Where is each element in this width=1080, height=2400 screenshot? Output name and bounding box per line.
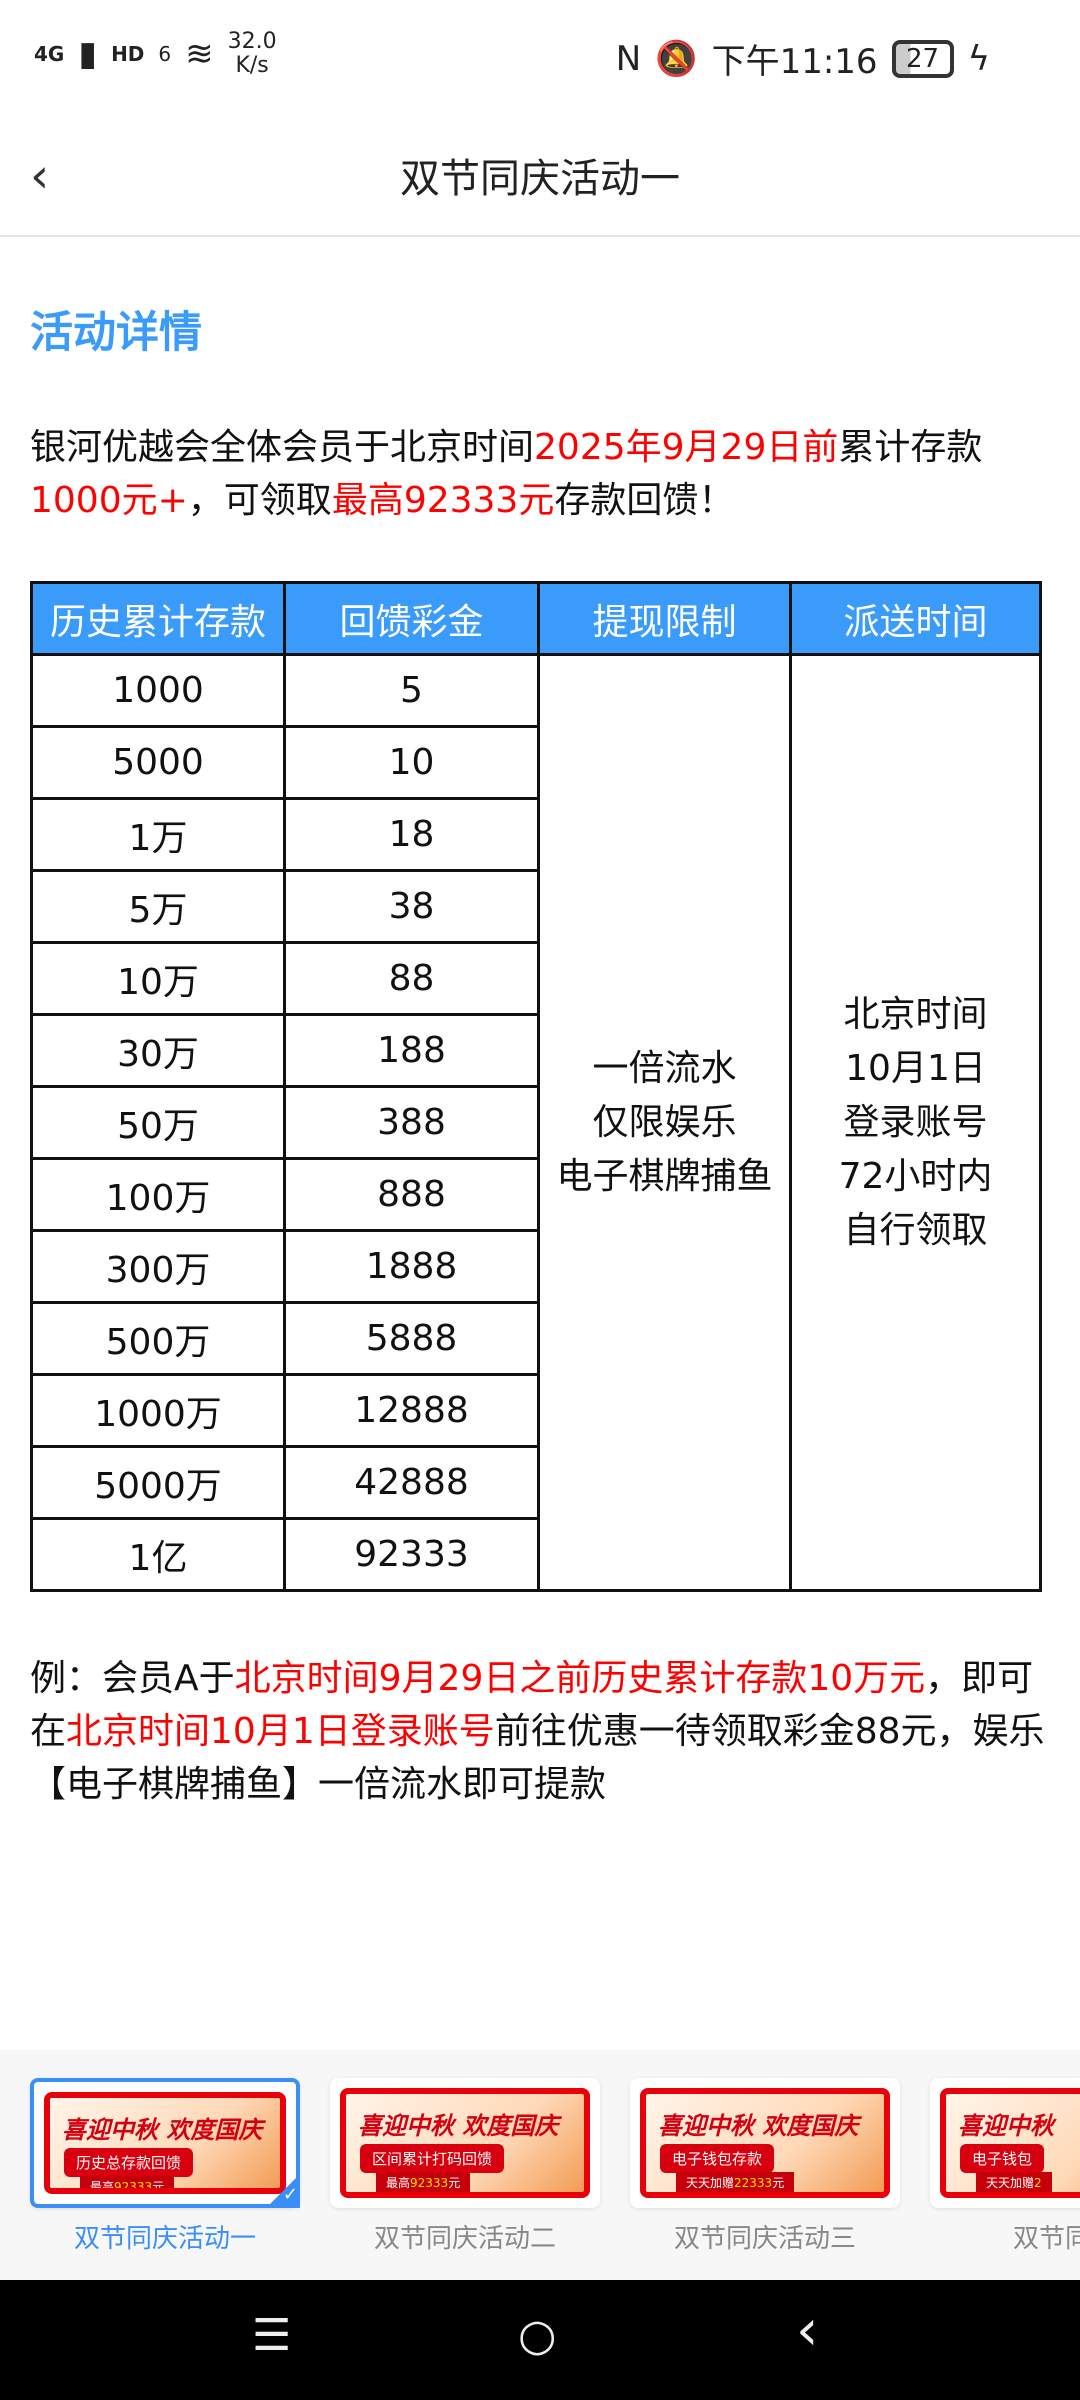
tab-card[interactable]: 喜迎中秋 欢度国庆 历史总存款回馈 最高92333元 ✓ bbox=[30, 2078, 300, 2208]
header: ‹ 双节同庆活动一 bbox=[0, 110, 1080, 237]
bonus-cell: 88 bbox=[283, 941, 540, 1016]
table-row: 1万 18 bbox=[30, 797, 1041, 872]
table-row: 5000 10 bbox=[30, 725, 1041, 800]
tab-label[interactable]: 双节同庆 bbox=[1012, 2224, 1080, 2254]
table-row: 50万 388 bbox=[30, 1085, 1041, 1160]
activity-banner: 喜迎中秋 欢度国庆 电子钱包存款 天天加赠22333元 bbox=[640, 2088, 890, 2198]
bonus-cell: 1888 bbox=[283, 1229, 540, 1304]
bonus-cell: 5 bbox=[283, 653, 540, 728]
bonus-cell: 92333 bbox=[283, 1517, 540, 1592]
activity-banner: 喜迎中秋 欢度国庆 区间累计打码回馈 最高92333元 bbox=[340, 2088, 590, 2198]
deposit-cell: 1万 bbox=[30, 797, 286, 872]
tab-label[interactable]: 双节同庆活动一 bbox=[73, 2224, 256, 2254]
tab-label[interactable]: 双节同庆活动二 bbox=[373, 2224, 556, 2254]
battery-icon: 27 bbox=[891, 39, 954, 78]
deposit-cell: 10万 bbox=[30, 941, 286, 1016]
activity-tabs[interactable]: 喜迎中秋 欢度国庆 历史总存款回馈 最高92333元 ✓ 双节同庆活动一 喜迎中秋 欢度国… bbox=[0, 2050, 1080, 2280]
bonus-cell: 188 bbox=[283, 1013, 540, 1088]
bonus-cell: 18 bbox=[283, 797, 540, 872]
deposit-cell: 5万 bbox=[30, 869, 286, 944]
wifi-icon: 6 bbox=[158, 42, 172, 66]
menu-icon[interactable]: ☰ bbox=[252, 2310, 292, 2361]
tab-card[interactable]: 喜迎中秋 欢度国庆 电子钱包存款 天天加赠22333元 bbox=[630, 2078, 900, 2208]
table-row: 100万 888 bbox=[30, 1157, 1041, 1232]
table-header: 派送时间 bbox=[789, 581, 1042, 656]
bonus-cell: 12888 bbox=[283, 1373, 540, 1448]
deposit-cell: 1亿 bbox=[30, 1517, 286, 1592]
tab-card[interactable]: 喜迎中秋 欢度国庆 区间累计打码回馈 最高92333元 bbox=[330, 2078, 600, 2208]
nfc-icon: N bbox=[615, 38, 642, 79]
tab-label[interactable]: 双节同庆活动三 bbox=[673, 2224, 856, 2254]
deposit-cell: 1000万 bbox=[30, 1373, 286, 1448]
bonus-cell: 5888 bbox=[283, 1301, 540, 1376]
bonus-cell: 38 bbox=[283, 869, 540, 944]
tab-card[interactable]: 喜迎中秋 电子钱包 天天加赠2 bbox=[930, 2078, 1080, 2208]
table-row: 500万 5888 bbox=[30, 1301, 1041, 1376]
activity-banner: 喜迎中秋 电子钱包 天天加赠2 bbox=[940, 2088, 1080, 2198]
activity-banner: 喜迎中秋 欢度国庆 历史总存款回馈 最高92333元 bbox=[44, 2092, 286, 2194]
status-bar: 4G ▮ HD 6 ≋ 32.0 K/s N 🔕 下午11:16 27 ϟ bbox=[0, 0, 1080, 110]
home-icon[interactable]: ○ bbox=[518, 2310, 557, 2361]
deposit-cell: 5000万 bbox=[30, 1445, 286, 1520]
bonus-cell: 10 bbox=[283, 725, 540, 800]
bonus-cell: 388 bbox=[283, 1085, 540, 1160]
table-header: 提现限制 bbox=[537, 581, 792, 656]
table-header: 回馈彩金 bbox=[283, 581, 540, 656]
mute-icon: 🔕 bbox=[655, 38, 698, 79]
wifi-glyph-icon: ≋ bbox=[185, 34, 214, 74]
table-row: 1000万 12888 bbox=[30, 1373, 1041, 1448]
check-icon: ✓ bbox=[266, 2174, 300, 2208]
deposit-cell: 50万 bbox=[30, 1085, 286, 1160]
back-icon[interactable]: ‹ bbox=[796, 2298, 819, 2363]
clock: 下午11:16 bbox=[711, 42, 878, 82]
table-row: 1亿 92333 bbox=[30, 1517, 1041, 1592]
section-title: 活动详情 bbox=[30, 308, 202, 358]
table-row: 30万 188 bbox=[30, 1013, 1041, 1088]
deposit-cell: 500万 bbox=[30, 1301, 286, 1376]
deposit-cell: 1000 bbox=[30, 653, 286, 728]
network-speed: 32.0 K/s bbox=[227, 29, 277, 78]
deposit-cell: 300万 bbox=[30, 1229, 286, 1304]
deposit-cell: 100万 bbox=[30, 1157, 286, 1232]
bonus-cell: 888 bbox=[283, 1157, 540, 1232]
signal-bars-icon: ▮ bbox=[78, 34, 98, 74]
table-row: 10万 88 bbox=[30, 941, 1041, 1016]
table-row: 5万 38 bbox=[30, 869, 1041, 944]
deposit-cell: 30万 bbox=[30, 1013, 286, 1088]
intro-text: 银河优越会全体会员于北京时间2025年9月29日前累计存款1000元+，可领取最… bbox=[30, 427, 983, 521]
table-row: 1000 5 一倍流水 仅限娱乐 电子棋牌捕鱼 北京时间 10月1日 登录账号 72小时内 自行领… bbox=[30, 653, 1042, 1592]
hd-icon: HD bbox=[111, 42, 145, 66]
back-button[interactable]: ‹ bbox=[30, 148, 50, 204]
deposit-cell: 5000 bbox=[30, 725, 286, 800]
charging-icon: ϟ bbox=[967, 38, 990, 79]
page-title: 双节同庆活动一 bbox=[400, 156, 680, 202]
delivery-time-cell: 北京时间 10月1日 登录账号 72小时内 自行领取 bbox=[789, 653, 1042, 1592]
reward-table: 历史累计存款 回馈彩金 提现限制 派送时间 1000 5 一倍流水 仅限娱乐 电子棋牌捕… bbox=[30, 581, 1042, 1592]
withdraw-limit-cell: 一倍流水 仅限娱乐 电子棋牌捕鱼 bbox=[537, 653, 792, 1592]
signal-icon: 4G bbox=[34, 42, 65, 66]
navigation-bar: ☰ ○ ‹ bbox=[0, 2280, 1080, 2400]
table-row: 300万 1888 bbox=[30, 1229, 1041, 1304]
bonus-cell: 42888 bbox=[283, 1445, 540, 1520]
table-row: 5000万 42888 bbox=[30, 1445, 1041, 1520]
table-header: 历史累计存款 bbox=[30, 581, 286, 656]
example-text: 例：会员A于北京时间9月29日之前历史累计存款10万元，即可在北京时间10月1日… bbox=[30, 1658, 1045, 1805]
